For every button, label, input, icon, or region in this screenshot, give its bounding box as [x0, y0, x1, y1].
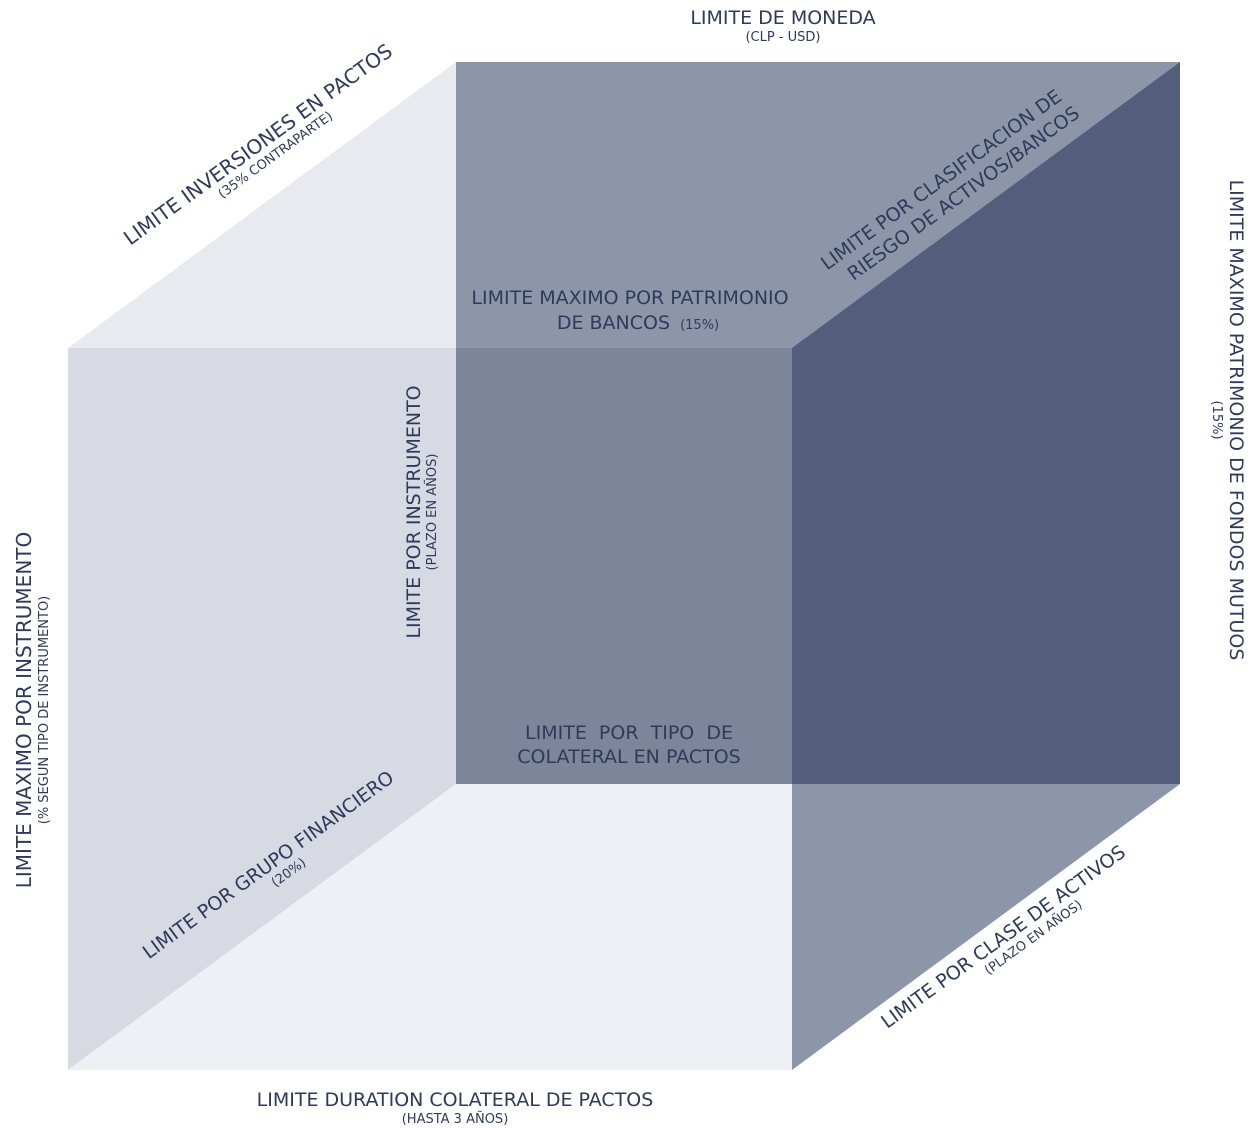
label-duration-sub: (HASTA 3 AÑOS) [402, 1111, 509, 1127]
right-bottom-face [792, 784, 1180, 1070]
left-face [68, 348, 456, 1070]
label-colateral-line2: COLATERAL EN PACTOS [517, 746, 740, 768]
label-colateral-line1: LIMITE POR TIPO DE [525, 722, 733, 744]
label-patrimonio-fondos-sub: (15%) [1209, 400, 1224, 439]
right-face [792, 62, 1180, 784]
label-duration: LIMITE DURATION COLATERAL DE PACTOS [257, 1089, 654, 1111]
label-patrimonio-bancos-line1: LIMITE MAXIMO POR PATRIMONIO [471, 287, 788, 309]
label-patrimonio-fondos: LIMITE MAXIMO PATRIMONIO DE FONDOS MUTUO… [1225, 180, 1247, 661]
label-maximo-instrumento-sub: (% SEGUN TIPO DE INSTRUMENTO) [37, 596, 52, 825]
front-overlay [456, 348, 792, 784]
label-maximo-instrumento: LIMITE MAXIMO POR INSTRUMENTO [12, 532, 36, 888]
bottom-face [68, 784, 792, 1070]
label-por-instrumento: LIMITE POR INSTRUMENTO [403, 385, 425, 638]
top-face [68, 62, 456, 348]
label-moneda-sub: (CLP - USD) [745, 30, 820, 45]
label-por-instrumento-sub: (PLAZO EN AÑOS) [424, 454, 440, 571]
label-patrimonio-bancos-line2: DE BANCOS (15%) [557, 312, 719, 334]
label-moneda: LIMITE DE MONEDA [690, 7, 875, 29]
